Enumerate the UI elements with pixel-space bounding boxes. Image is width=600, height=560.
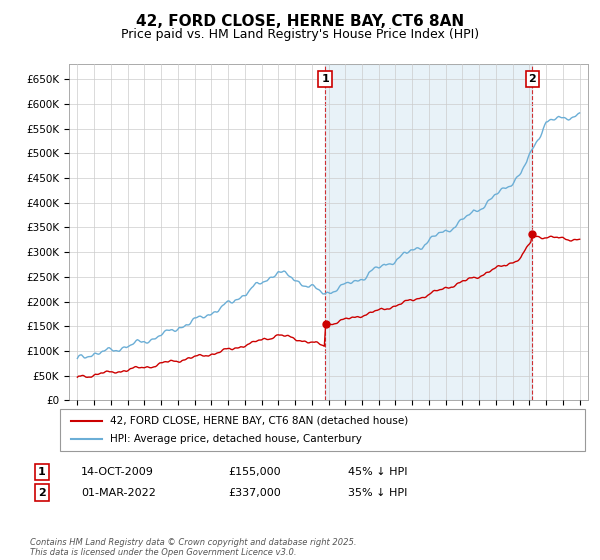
Text: £155,000: £155,000 [228,467,281,477]
Text: 42, FORD CLOSE, HERNE BAY, CT6 8AN (detached house): 42, FORD CLOSE, HERNE BAY, CT6 8AN (deta… [110,416,408,426]
Text: £337,000: £337,000 [228,488,281,498]
Text: 45% ↓ HPI: 45% ↓ HPI [348,467,407,477]
Text: 2: 2 [38,488,46,498]
Text: Price paid vs. HM Land Registry's House Price Index (HPI): Price paid vs. HM Land Registry's House … [121,28,479,41]
Bar [325,64,532,400]
Text: 01-MAR-2022: 01-MAR-2022 [81,488,156,498]
Text: 42, FORD CLOSE, HERNE BAY, CT6 8AN: 42, FORD CLOSE, HERNE BAY, CT6 8AN [136,14,464,29]
Text: HPI: Average price, detached house, Canterbury: HPI: Average price, detached house, Cant… [110,434,362,444]
Text: 14-OCT-2009: 14-OCT-2009 [81,467,154,477]
Text: Contains HM Land Registry data © Crown copyright and database right 2025.
This d: Contains HM Land Registry data © Crown c… [30,538,356,557]
Text: 1: 1 [38,467,46,477]
Text: 35% ↓ HPI: 35% ↓ HPI [348,488,407,498]
FancyBboxPatch shape [60,409,585,451]
Text: 2: 2 [529,74,536,84]
Text: 1: 1 [321,74,329,84]
